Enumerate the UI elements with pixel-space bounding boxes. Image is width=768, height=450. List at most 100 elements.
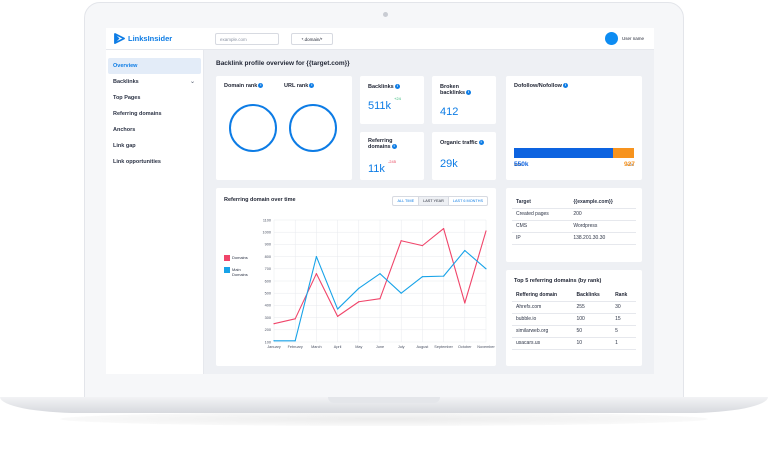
page-title: Backlink profile overview for {{target.c… bbox=[216, 60, 350, 67]
tab-all-time[interactable]: ALL TIME bbox=[393, 197, 420, 205]
target-info-card: Target {{example.com}} Created pages 200 CMS… bbox=[506, 188, 642, 262]
sidebar-item-label: Overview bbox=[113, 63, 138, 69]
table-cell: bubble.io bbox=[512, 313, 573, 326]
sidebar-item-backlinks[interactable]: Backlinks ⌄ bbox=[106, 74, 203, 90]
y-tick-label: 400 bbox=[265, 304, 271, 308]
avatar[interactable] bbox=[605, 32, 618, 45]
sidebar-item-link-gap[interactable]: Link gap bbox=[106, 138, 203, 154]
data-point bbox=[400, 240, 402, 242]
target-value: {{example.com}} bbox=[569, 196, 636, 209]
table-cell: Ahrefs.com bbox=[512, 301, 573, 314]
data-point bbox=[443, 227, 445, 230]
x-tick-label: March bbox=[311, 345, 322, 349]
logo-text: LinksInsider bbox=[128, 34, 173, 43]
logo-icon bbox=[114, 33, 125, 44]
sidebar-item-label: Link opportunities bbox=[113, 159, 161, 165]
data-point bbox=[464, 302, 466, 304]
column-header: Backlinks bbox=[572, 289, 612, 302]
sidebar-item-label: Link gap bbox=[113, 143, 136, 149]
camera-icon bbox=[383, 12, 388, 17]
backlinks-value: 511k bbox=[368, 100, 392, 112]
info-icon[interactable]: i bbox=[258, 83, 264, 89]
sidebar-item-label: Backlinks bbox=[113, 79, 139, 85]
top-bar: LinksInsider example.com *.domain/* User… bbox=[106, 28, 654, 50]
domain-rank-label: Domain rank i bbox=[224, 83, 264, 89]
legend-label: Main Domains bbox=[232, 267, 248, 277]
data-point bbox=[400, 292, 402, 294]
target-key: IP bbox=[512, 232, 570, 245]
data-point bbox=[421, 276, 423, 278]
legend-label: Domains bbox=[232, 255, 248, 260]
sidebar-item-anchors[interactable]: Anchors bbox=[106, 122, 203, 138]
app-screen: LinksInsider example.com *.domain/* User… bbox=[106, 28, 654, 374]
ranks-card: Domain rank i URL rank i bbox=[216, 76, 352, 180]
data-point bbox=[358, 287, 360, 289]
broken-backlinks-card: Broken backlinks i 412 bbox=[432, 76, 496, 124]
nofollow-pct: >1% bbox=[625, 162, 634, 167]
target-value: Wordpress bbox=[569, 220, 636, 233]
broken-backlinks-value: 412 bbox=[440, 106, 459, 118]
x-tick-label: August bbox=[416, 345, 429, 349]
broken-value-row: 412 bbox=[440, 102, 458, 120]
table-cell: 100 bbox=[572, 313, 612, 326]
info-icon[interactable]: i bbox=[562, 83, 568, 89]
tab-last-6-months[interactable]: LAST 6 MONTHS bbox=[452, 199, 483, 203]
chevron-down-icon[interactable]: ⌄ bbox=[189, 79, 195, 85]
sidebar-item-referring-domains[interactable]: Referring domains bbox=[106, 106, 203, 122]
data-point bbox=[464, 249, 466, 252]
organic-value-row: 29k bbox=[440, 154, 458, 172]
backlinks-delta: +24 bbox=[394, 96, 401, 101]
organic-traffic-card: Organic traffic i 29k bbox=[432, 132, 496, 180]
sidebar-item-label: Anchors bbox=[113, 127, 136, 133]
table-cell: 50 bbox=[572, 325, 612, 338]
sidebar: Overview Backlinks ⌄ Top Pages Referring … bbox=[106, 50, 204, 374]
target-key: CMS bbox=[512, 220, 570, 233]
info-icon[interactable]: i bbox=[478, 140, 484, 146]
data-point bbox=[485, 230, 487, 232]
info-icon[interactable]: i bbox=[391, 144, 397, 150]
tab-last-year[interactable]: LAST YEAR bbox=[419, 197, 449, 205]
laptop-base bbox=[0, 397, 768, 413]
legend-domains: Domains bbox=[224, 255, 248, 261]
y-tick-label: 500 bbox=[265, 292, 271, 296]
search-input[interactable]: example.com bbox=[215, 33, 279, 45]
laptop-notch bbox=[328, 397, 440, 403]
referring-over-time-card: Referring domain over time ALL TIME LAST… bbox=[216, 188, 496, 366]
sidebar-item-link-opportunities[interactable]: Link opportunities bbox=[106, 154, 203, 170]
referring-domains-value: 11k bbox=[368, 163, 385, 175]
y-tick-label: 300 bbox=[265, 316, 271, 320]
url-rank-label: URL rank i bbox=[284, 83, 315, 89]
data-point bbox=[337, 315, 339, 317]
data-point bbox=[379, 298, 381, 300]
x-tick-label: June bbox=[376, 345, 384, 349]
dofollow-count: 550k bbox=[514, 161, 529, 168]
info-icon[interactable]: i bbox=[466, 90, 472, 96]
data-point bbox=[421, 245, 423, 247]
x-tick-label: July bbox=[398, 345, 405, 349]
y-tick-label: 600 bbox=[265, 279, 271, 283]
data-point bbox=[315, 273, 317, 275]
info-icon[interactable]: i bbox=[394, 84, 400, 90]
sidebar-item-overview[interactable]: Overview bbox=[108, 58, 201, 74]
y-tick-label: 100 bbox=[265, 340, 271, 344]
domain-select[interactable]: *.domain/* bbox=[291, 33, 333, 45]
y-tick-label: 700 bbox=[265, 267, 271, 271]
logo[interactable]: LinksInsider bbox=[114, 33, 172, 44]
table-row: Ahrefs.com 255 30 bbox=[512, 301, 636, 314]
target-value: 138.201.30.30 bbox=[569, 232, 636, 245]
x-tick-label: October bbox=[458, 345, 472, 349]
top-domains-table: Reffering domain Backlinks Rank Ahrefs.com… bbox=[512, 289, 636, 350]
dofollow-title: Dofollow/Nofollow i bbox=[514, 83, 568, 89]
laptop-shadow bbox=[60, 412, 708, 426]
target-value: 200 bbox=[569, 208, 636, 221]
y-tick-label: 200 bbox=[265, 328, 271, 332]
column-header: Rank bbox=[611, 289, 636, 302]
y-tick-label: 1000 bbox=[263, 231, 271, 235]
x-tick-label: April bbox=[334, 345, 342, 349]
table-cell: 30 bbox=[611, 301, 636, 314]
table-row: similarweb.org 50 5 bbox=[512, 325, 636, 338]
dofollow-pct: 99% bbox=[514, 162, 523, 167]
sidebar-item-top-pages[interactable]: Top Pages bbox=[106, 90, 203, 106]
info-icon[interactable]: i bbox=[309, 83, 315, 89]
user-name[interactable]: User name bbox=[622, 36, 645, 41]
